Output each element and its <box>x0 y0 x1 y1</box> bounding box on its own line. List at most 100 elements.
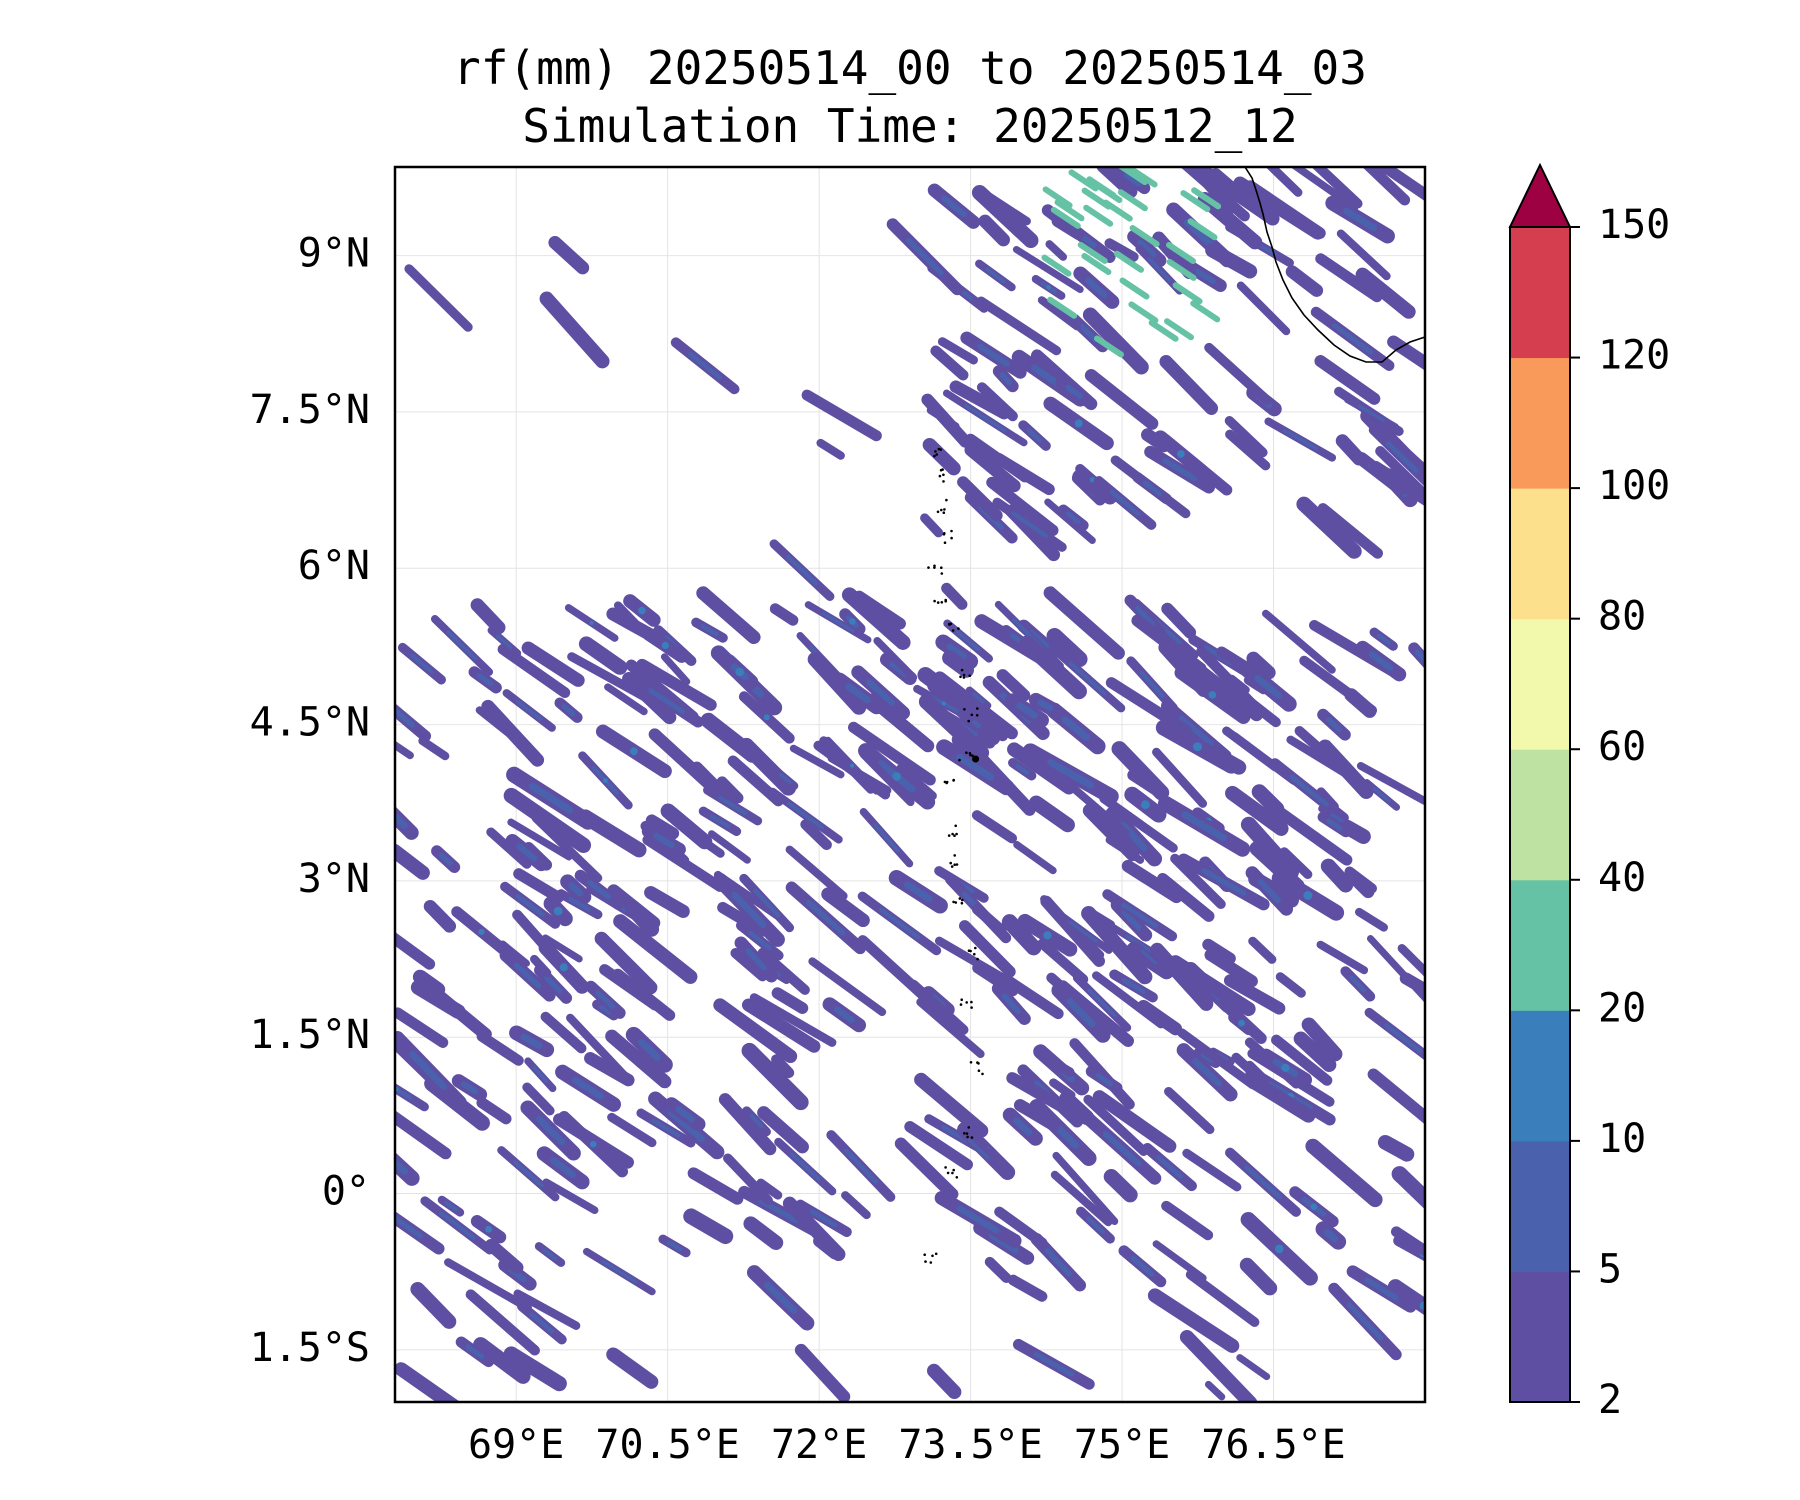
rain-streak-core <box>764 1281 798 1314</box>
colorbar-segment <box>1510 1271 1570 1403</box>
rain-streak <box>1156 873 1215 922</box>
rain-streak <box>395 1362 461 1402</box>
island-dot <box>934 1252 938 1256</box>
rain-streak <box>958 920 1016 978</box>
rain-streak-core <box>1013 1117 1033 1136</box>
rain-streak-core <box>988 1232 1019 1254</box>
rain-heavy-spot <box>849 618 856 625</box>
rain-streak <box>599 964 661 1011</box>
rain-streak-core <box>955 630 981 652</box>
rain-streak <box>1152 747 1208 808</box>
island-dot <box>966 1135 969 1139</box>
island-dot <box>938 474 942 478</box>
rain-streak <box>1104 238 1139 262</box>
rain-streak-core <box>438 852 453 866</box>
rain-streak-core <box>709 814 731 829</box>
colorbar-tick-label: 10 <box>1598 1116 1646 1162</box>
rain-streak-core <box>1001 993 1021 1015</box>
island-dot <box>981 1072 984 1076</box>
island-dot <box>975 714 979 717</box>
island-dot <box>968 674 971 677</box>
rain-streak <box>1161 1200 1214 1241</box>
rain-streak <box>548 236 590 275</box>
rain-streak-core <box>1033 1352 1074 1377</box>
colorbar-extend-triangle <box>1508 162 1572 228</box>
island-dot <box>940 566 943 569</box>
colorbar-tick-label: 100 <box>1598 463 1670 509</box>
rain-streak <box>1177 1028 1258 1090</box>
rain-streak <box>1285 265 1324 297</box>
rain-streak <box>1204 948 1258 988</box>
rain-streak <box>1150 942 1214 1011</box>
rain-streak <box>1301 1017 1343 1062</box>
rain-streak <box>789 744 845 779</box>
rain-streak-core <box>1139 670 1165 699</box>
rain-streak <box>473 1337 531 1384</box>
rain-streak <box>607 884 661 930</box>
island-dot <box>951 629 955 632</box>
island-dot <box>936 601 940 604</box>
rain-peak-cell <box>1166 258 1197 281</box>
island-dot <box>940 572 944 575</box>
rain-streak <box>1051 214 1085 241</box>
island-dot <box>963 708 966 711</box>
rain-streak <box>1006 1072 1086 1123</box>
rain-streak <box>1103 1168 1138 1203</box>
rain-streak <box>757 1106 809 1154</box>
rain-streak-core <box>1095 1072 1114 1087</box>
colorbar-tick-label: 150 <box>1598 202 1670 248</box>
rain-peak-cell <box>1041 254 1072 277</box>
rain-streak <box>1063 779 1130 837</box>
rain-streak <box>1182 1148 1242 1192</box>
rain-streak <box>1152 231 1196 280</box>
rain-streak <box>1356 762 1425 805</box>
island-dot <box>962 673 966 677</box>
rain-streak <box>530 954 552 978</box>
rain-heavy-spot <box>1238 1019 1245 1027</box>
lon-tick-label: 75°E <box>1074 1422 1170 1468</box>
rain-streak <box>1164 1086 1215 1135</box>
rain-streak-core <box>1011 511 1048 539</box>
rain-peak-cell <box>1129 225 1160 247</box>
rain-streak <box>986 476 1059 537</box>
island-dot <box>933 599 936 603</box>
colorbar: 2 5 10 20 40 60 80 100 120 150 <box>1508 162 1670 1423</box>
colorbar-segment <box>1510 1010 1570 1142</box>
island-dot <box>952 1168 955 1172</box>
rain-streak-core <box>532 1066 549 1084</box>
rain-streak-core <box>410 653 434 674</box>
rain-streak-core <box>1372 787 1391 803</box>
rain-streak <box>965 433 1031 483</box>
island-dot <box>976 957 979 961</box>
rain-streak-core <box>833 1006 855 1024</box>
rain-streak <box>922 437 961 476</box>
rain-peak-cell <box>1047 296 1078 319</box>
rain-streak-core <box>1384 1023 1423 1054</box>
rain-streak-core <box>1192 1058 1223 1087</box>
rain-streak-core <box>513 962 542 989</box>
rain-streak-core <box>395 811 408 829</box>
rain-streak-core <box>1065 384 1084 399</box>
rain-streak-core <box>1162 458 1198 482</box>
island-dot <box>931 1254 934 1258</box>
rain-peak-cell <box>1164 318 1194 341</box>
rain-heavy-spot <box>559 963 568 972</box>
island-dot <box>974 946 977 950</box>
rain-heavy-spot <box>1303 891 1313 900</box>
rain-streak <box>1195 167 1280 226</box>
rain-heavy-spot <box>638 606 646 615</box>
rain-streak <box>771 1054 795 1079</box>
rain-streak-core <box>866 679 895 706</box>
island-dot <box>944 1166 947 1169</box>
rain-streak <box>1374 167 1425 202</box>
rain-streak <box>771 987 809 1014</box>
rain-streak <box>949 380 1011 420</box>
rain-streak-core <box>529 1312 555 1334</box>
rain-streak-core <box>731 891 767 929</box>
rain-streak-core <box>786 554 819 586</box>
rain-streak <box>749 993 837 1047</box>
rain-streak-core <box>700 624 719 637</box>
rain-streak-core <box>1137 239 1157 258</box>
rain-streak <box>522 1082 555 1116</box>
island-dot <box>969 949 972 953</box>
